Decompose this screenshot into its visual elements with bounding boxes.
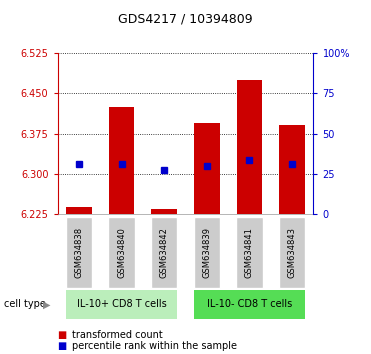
Bar [151,209,177,214]
Text: GSM634839: GSM634839 [202,227,211,278]
Text: ■: ■ [58,330,67,339]
Text: ▶: ▶ [43,299,50,309]
FancyBboxPatch shape [236,217,263,288]
Bar [279,125,305,214]
FancyBboxPatch shape [194,290,305,319]
Text: GSM634843: GSM634843 [288,227,297,278]
FancyBboxPatch shape [279,217,305,288]
Bar [109,107,134,214]
Text: percentile rank within the sample: percentile rank within the sample [72,341,237,351]
FancyBboxPatch shape [66,290,177,319]
Text: IL-10- CD8 T cells: IL-10- CD8 T cells [207,299,292,309]
Text: cell type: cell type [4,299,46,309]
Bar [66,207,92,214]
FancyBboxPatch shape [66,217,92,288]
Text: GSM634838: GSM634838 [74,227,83,278]
Bar [237,80,262,214]
Text: IL-10+ CD8 T cells: IL-10+ CD8 T cells [77,299,166,309]
Text: transformed count: transformed count [72,330,163,339]
Text: GDS4217 / 10394809: GDS4217 / 10394809 [118,12,253,25]
FancyBboxPatch shape [151,217,177,288]
Text: GSM634841: GSM634841 [245,227,254,278]
Bar [194,123,220,214]
FancyBboxPatch shape [108,217,135,288]
Text: ■: ■ [58,341,67,351]
FancyBboxPatch shape [194,217,220,288]
Text: GSM634842: GSM634842 [160,227,169,278]
Text: GSM634840: GSM634840 [117,227,126,278]
